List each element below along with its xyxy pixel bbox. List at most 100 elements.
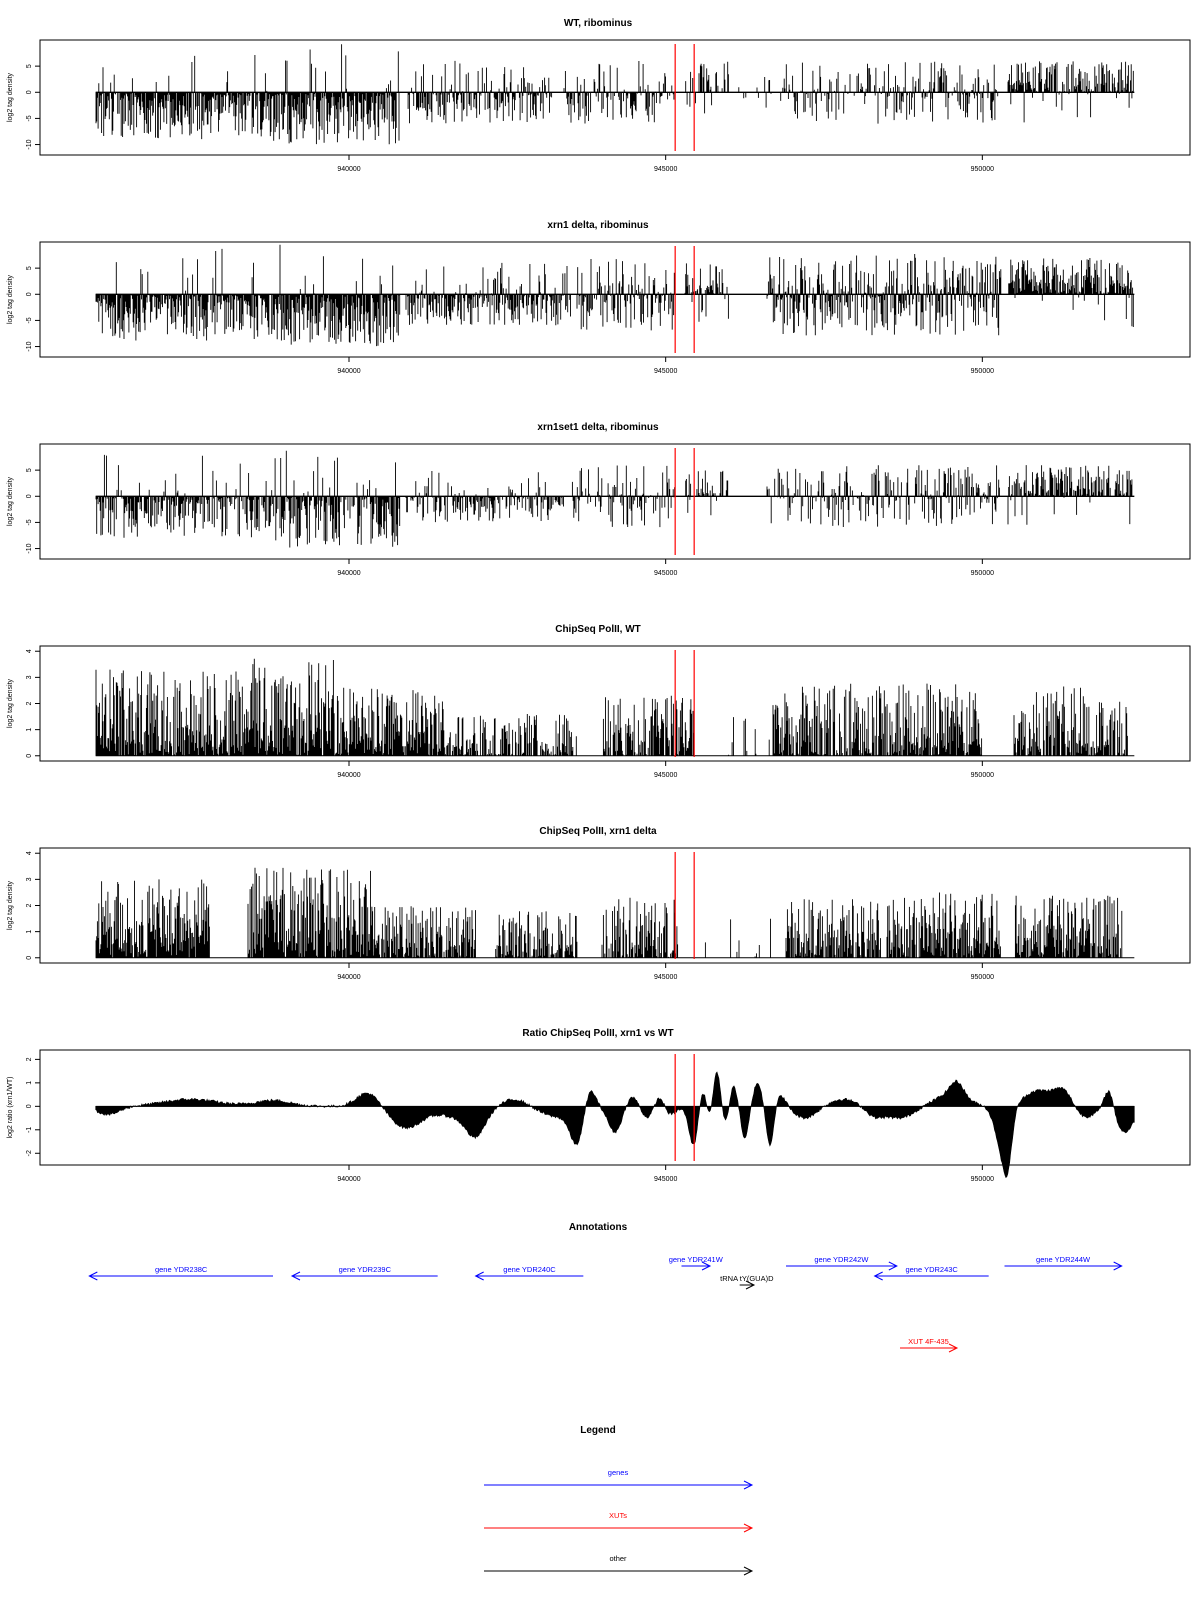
y-tick-label: -5: [26, 317, 33, 323]
y-axis-label: log2 tag density: [7, 72, 14, 122]
y-tick-label: 0: [26, 494, 33, 498]
x-tick-label: 945000: [654, 368, 677, 375]
y-tick-label: 1: [26, 728, 33, 732]
y-tick-label: -5: [26, 115, 33, 121]
feature-label: gene YDR239C: [339, 1265, 392, 1274]
panel-2: xrn1 delta, ribominus 940000 945000 950000 -…: [7, 220, 1191, 375]
feature-arrow-arrowhead: [290, 1271, 301, 1281]
data-bars-segment-5: [601, 897, 679, 958]
y-tick-label: 0: [26, 956, 33, 960]
data-bars-segment-5: [601, 695, 695, 756]
y-tick-label: 2: [26, 701, 33, 705]
x-tick-label: 950000: [971, 1176, 994, 1183]
y-axis-label: log2 tag density: [7, 678, 14, 728]
x-tick-label: 950000: [971, 974, 994, 981]
data-bars-segment-6: [728, 717, 770, 756]
plot-frame: [39, 1049, 1191, 1166]
panel-4: ChipSeq PolII, WT 940000 945000 950000 0 1 2 3 4…: [7, 624, 1191, 779]
data-bars-segment-4: [494, 911, 578, 958]
legend-panel: Legend genes XUTs other: [484, 1425, 754, 1576]
data-bars-segment-2: [247, 658, 336, 756]
feature-arrow-arrowhead: [1113, 1261, 1123, 1271]
plot-frame: [39, 241, 1191, 358]
legend-title: Legend: [580, 1425, 616, 1436]
data-bars-segment-2: [247, 867, 375, 958]
feature-arrow-arrowhead: [873, 1271, 883, 1281]
feature-label: gene YDR244W: [1036, 1255, 1091, 1264]
data-bars-segment-7: [785, 899, 881, 958]
data-bars-segment-7: [772, 683, 983, 756]
feature-arrow-arrowhead: [474, 1271, 484, 1281]
panel-title: xrn1 delta, ribominus: [547, 220, 649, 231]
legend-item-other: other: [484, 1554, 754, 1576]
y-tick-label: 4: [26, 649, 33, 653]
annotations-panel: Annotations gene YDR238C gene YDR239C gene…: [88, 1222, 1123, 1353]
feature-9: XUT 4F-435: [900, 1337, 959, 1353]
feature-arrow-arrowhead: [88, 1271, 98, 1281]
feature-arrow-arrowhead: [888, 1261, 898, 1271]
data-bars-segment-8: [1007, 61, 1134, 123]
panel-6: Ratio ChipSeq PolII, xrn1 vs WT 940000 945…: [7, 1028, 1191, 1183]
y-tick-label: -10: [26, 543, 33, 553]
feature-arrow-arrowhead: [948, 1343, 959, 1353]
y-axis-label: log2 tag density: [7, 274, 14, 324]
y-tick-label: 1: [26, 930, 33, 934]
data-bars-segment-5: [684, 263, 729, 322]
panel-1: WT, ribominus 940000 945000 950000 -10 -5 0 5 lo…: [7, 18, 1191, 173]
feature-5: gene YDR242W: [786, 1255, 898, 1271]
panel-3: xrn1set1 delta, ribominus 940000 945000 950…: [7, 422, 1191, 577]
legend-label: XUTs: [609, 1511, 627, 1520]
y-tick-label: 3: [26, 675, 33, 679]
data-bars-segment-6: [766, 465, 1000, 527]
data-bars-segment-2: [272, 450, 401, 548]
data-bars-segment-7: [1007, 258, 1134, 327]
data-bars-segment-4: [444, 714, 577, 756]
data-bars-segment-3: [405, 471, 564, 523]
data-bars-segment-5: [685, 61, 729, 114]
y-tick-label: 2: [26, 1057, 33, 1061]
data-bars-segment-6: [738, 77, 772, 108]
feature-2: gene YDR239C: [290, 1265, 438, 1281]
data-bars-segment-3: [373, 906, 476, 958]
x-tick-label: 945000: [654, 1176, 677, 1183]
panel-title: WT, ribominus: [564, 18, 633, 29]
y-axis-label: log2 tag density: [7, 880, 14, 930]
plot-frame: [39, 443, 1191, 560]
data-bars-segment-9: [1013, 895, 1123, 958]
y-tick-label: 4: [26, 851, 33, 855]
x-tick-label: 950000: [971, 368, 994, 375]
y-tick-label: 5: [26, 266, 33, 270]
data-bars-segment-1: [95, 669, 249, 756]
panel-title: Ratio ChipSeq PolII, xrn1 vs WT: [522, 1028, 673, 1039]
data-bars-segment-1: [95, 454, 273, 538]
y-tick-label: -1: [26, 1127, 33, 1133]
feature-label: tRNA tY(GUA)D: [720, 1274, 774, 1283]
legend-item-genes: genes: [484, 1468, 754, 1490]
y-tick-label: 1: [26, 1081, 33, 1085]
y-tick-label: -10: [26, 139, 33, 149]
feature-label: gene YDR243C: [905, 1265, 958, 1274]
x-tick-label: 940000: [337, 368, 360, 375]
feature-8: tRNA tY(GUA)D: [720, 1274, 774, 1290]
data-bars-segment-1: [95, 248, 273, 341]
legend-arrow-arrowhead: [743, 1523, 754, 1533]
y-axis-label: log2 tag density: [7, 476, 14, 526]
data-bars-segment-1: [95, 55, 273, 140]
y-tick-label: 2: [26, 903, 33, 907]
x-tick-label: 940000: [337, 570, 360, 577]
x-tick-label: 950000: [971, 166, 994, 173]
data-bars-segment-8: [1013, 686, 1128, 756]
x-tick-label: 945000: [654, 570, 677, 577]
annotations-title: Annotations: [569, 1222, 628, 1233]
feature-7: gene YDR244W: [1004, 1255, 1123, 1271]
data-bars-segment-1: [95, 879, 210, 958]
data-bars-segment-7: [1007, 465, 1134, 525]
feature-label: gene YDR238C: [155, 1265, 208, 1274]
y-tick-label: 0: [26, 90, 33, 94]
feature-6: gene YDR243C: [873, 1265, 989, 1281]
y-tick-label: 3: [26, 877, 33, 881]
data-bars-segment-2: [272, 44, 400, 145]
x-tick-label: 940000: [337, 772, 360, 779]
